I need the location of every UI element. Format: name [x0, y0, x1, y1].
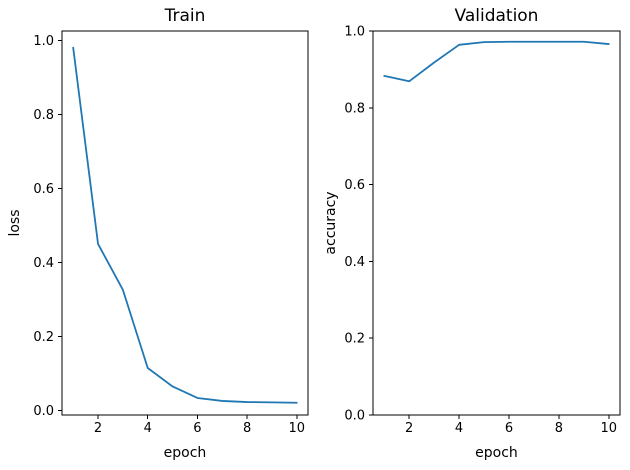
validation-accuracy-line	[383, 40, 610, 83]
validation-x-axis-label: epoch	[475, 445, 518, 461]
train-x-axis-label: epoch	[163, 445, 207, 461]
x-tick-label: 8	[243, 421, 251, 436]
y-tick-label: 0.2	[33, 330, 54, 345]
x-tick-label: 8	[555, 421, 563, 436]
x-tick-label: 2	[94, 421, 102, 436]
y-tick-label: 1.0	[33, 34, 54, 49]
y-tick-label: 0.2	[344, 332, 365, 347]
x-tick-label: 6	[193, 421, 201, 436]
axes-frame	[61, 30, 309, 416]
y-tick-label: 0.0	[33, 404, 54, 419]
x-tick-label: 10	[600, 421, 617, 436]
train-loss-line	[72, 46, 298, 404]
validation-chart-title: Validation	[454, 6, 539, 26]
y-tick-label: 0.4	[33, 256, 54, 271]
x-tick-label: 6	[505, 421, 513, 436]
x-tick-label: 4	[144, 421, 152, 436]
y-tick-label: 0.6	[33, 182, 54, 197]
axes-frame	[372, 30, 621, 416]
y-tick-label: 0.4	[344, 255, 365, 270]
y-tick-label: 0.0	[344, 409, 365, 424]
train-chart-title: Train	[164, 6, 206, 26]
y-tick-label: 0.8	[33, 108, 54, 123]
y-tick-label: 0.6	[344, 178, 365, 193]
x-tick-label: 4	[455, 421, 463, 436]
y-tick-label: 0.8	[344, 101, 365, 116]
y-tick-label: 1.0	[344, 25, 365, 40]
x-tick-label: 10	[289, 421, 306, 436]
x-tick-label: 2	[405, 421, 413, 436]
